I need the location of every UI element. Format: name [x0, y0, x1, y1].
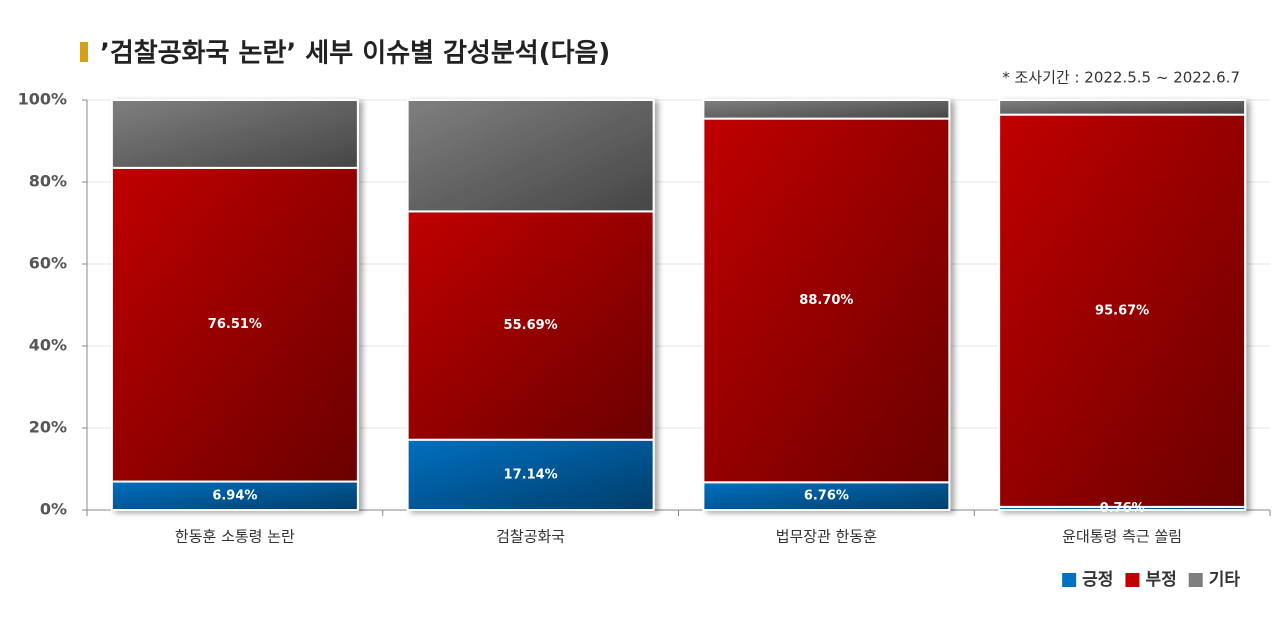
- data-label: 88.70%: [799, 293, 853, 308]
- bar-shade: [110, 480, 359, 511]
- data-label: 55.69%: [504, 318, 558, 333]
- chart-title: ’검찰공화국 논란’ 세부 이슈별 감성분석(다음): [100, 39, 610, 69]
- x-tick-label: 검찰공화국: [496, 528, 565, 546]
- bar-shade: [702, 99, 951, 120]
- bar-stack: [702, 99, 951, 511]
- legend-swatch: [1188, 573, 1203, 587]
- bar-stack: [110, 99, 359, 511]
- legend-label: 긍정: [1082, 570, 1113, 590]
- data-label: 95.67%: [1095, 303, 1149, 318]
- bar-shade: [110, 99, 359, 169]
- bar-shade: [998, 113, 1247, 508]
- y-tick-label: 100%: [18, 90, 67, 109]
- y-tick-label: 80%: [29, 172, 67, 191]
- legend-label: 부정: [1145, 570, 1176, 590]
- legend-swatch: [1062, 573, 1077, 587]
- bar-stack: [406, 99, 655, 512]
- data-label: 0.76%: [1100, 501, 1145, 516]
- chart-subtitle: * 조사기간 : 2022.5.5 ~ 2022.6.7: [1002, 69, 1240, 87]
- legend-swatch: [1125, 573, 1140, 587]
- bar-shade: [998, 99, 1247, 116]
- x-tick-label: 한동훈 소통령 논란: [175, 528, 295, 546]
- y-tick-label: 40%: [29, 336, 67, 355]
- data-label: 17.14%: [504, 467, 558, 482]
- y-tick-label: 0%: [40, 500, 67, 519]
- y-tick-label: 60%: [29, 254, 67, 273]
- bar-shade: [406, 210, 655, 441]
- y-tick-label: 20%: [29, 418, 67, 437]
- data-label: 6.94%: [212, 488, 257, 503]
- bar-shade: [110, 166, 359, 483]
- bar-shade: [702, 117, 951, 484]
- bar-stack: [998, 99, 1247, 512]
- legend-label: 기타: [1209, 570, 1241, 590]
- title-marker: [80, 42, 88, 62]
- data-label: 76.51%: [208, 317, 262, 332]
- x-tick-label: 법무장관 한동훈: [776, 528, 877, 546]
- data-label: 6.76%: [804, 489, 849, 504]
- bar-shade: [406, 438, 655, 512]
- x-tick-label: 윤대통령 측근 쏠림: [1062, 528, 1182, 546]
- bar-shade: [406, 99, 655, 213]
